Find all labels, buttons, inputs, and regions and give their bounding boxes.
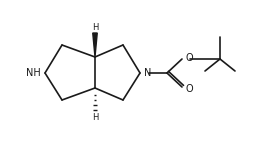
Text: O: O [186, 53, 194, 63]
Polygon shape [93, 33, 97, 57]
Text: N: N [144, 68, 151, 78]
Text: H: H [92, 22, 98, 31]
Text: O: O [186, 84, 194, 94]
Text: NH: NH [26, 68, 41, 78]
Text: H: H [92, 114, 98, 123]
